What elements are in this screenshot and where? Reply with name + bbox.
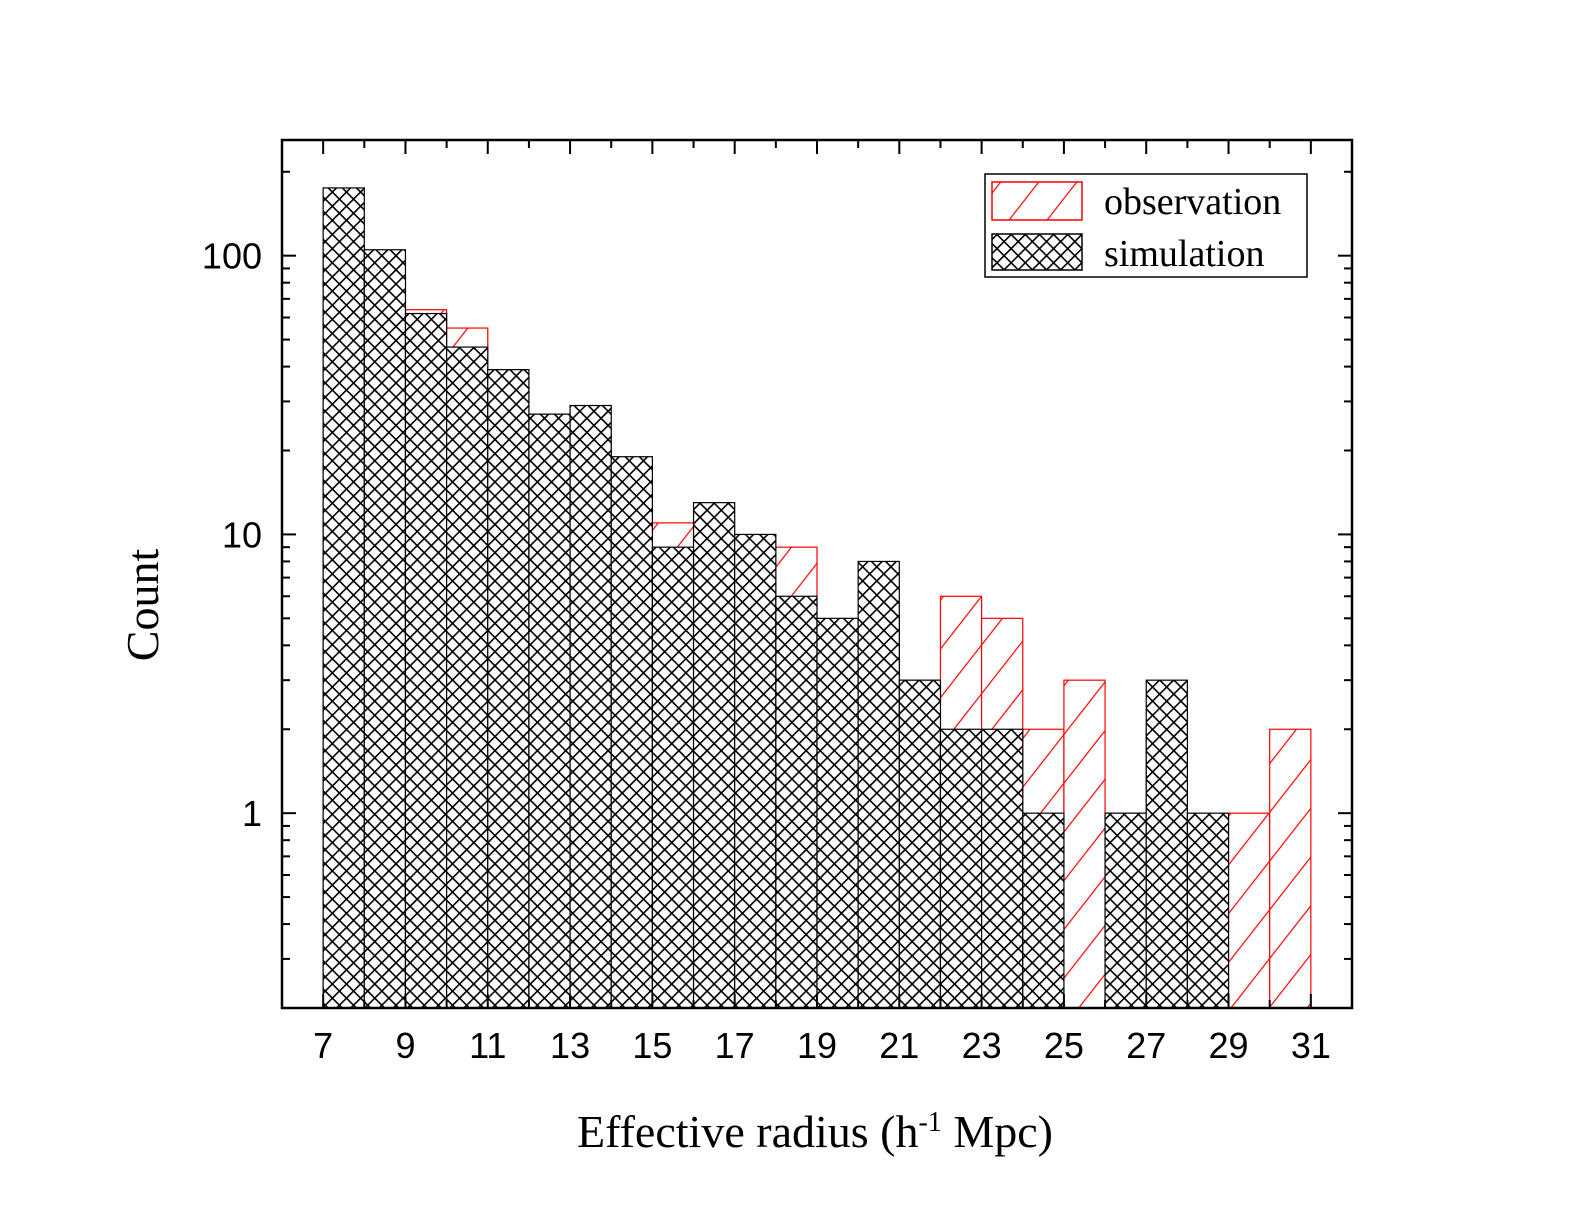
simulation-bar	[939, 728, 983, 1008]
x-tick-label: 23	[962, 1025, 1002, 1066]
simulation-bar	[487, 369, 530, 1008]
y-tick-label: 1	[242, 793, 262, 834]
simulation-bar	[1022, 812, 1065, 1008]
simulation-bar	[734, 533, 777, 1008]
legend: observation simulation	[984, 173, 1308, 278]
simulation-bar	[857, 560, 900, 1008]
x-tick-label: 27	[1126, 1025, 1166, 1066]
simulation-bar	[816, 617, 859, 1008]
simulation-bar	[446, 346, 489, 1008]
simulation-bar	[692, 502, 736, 1008]
x-tick-label: 7	[313, 1025, 333, 1066]
simulation-bar	[363, 249, 407, 1008]
x-tick-label: 15	[632, 1025, 672, 1066]
x-tick-labels: 7 9 11 13 15 17 19 21 23 25 27 29 31	[313, 1025, 1331, 1066]
legend-label-simulation: simulation	[1104, 233, 1264, 275]
simulation-bar	[569, 404, 612, 1008]
simulation-bar	[610, 456, 653, 1008]
observation-bar	[1227, 812, 1271, 1008]
legend-swatch-simulation	[991, 233, 1083, 271]
x-tick-label: 11	[469, 1025, 506, 1066]
x-tick-label: 25	[1044, 1025, 1084, 1066]
y-tick-labels: 1 10 100	[202, 236, 262, 834]
observation-bar	[1269, 728, 1312, 1008]
simulation-bar	[898, 679, 942, 1008]
y-tick-label: 100	[202, 236, 262, 277]
observation-bar	[1063, 679, 1106, 1008]
simulation-bar	[651, 546, 695, 1008]
x-axis-title: Effective radius (h-1 Mpc)	[577, 1106, 1053, 1157]
legend-label-observation: observation	[1104, 181, 1281, 223]
simulation-bar	[528, 413, 571, 1008]
simulation-bar	[981, 728, 1024, 1008]
simulation-bar	[322, 187, 365, 1008]
simulation-bar	[404, 312, 448, 1008]
x-tick-label: 31	[1291, 1025, 1331, 1066]
simulation-bar	[1104, 812, 1147, 1008]
legend-swatch-observation	[991, 181, 1083, 221]
x-tick-label: 9	[395, 1025, 415, 1066]
simulation-bar	[775, 595, 818, 1008]
x-tick-label: 21	[879, 1025, 919, 1066]
simulation-bar	[1145, 679, 1188, 1008]
simulation-bar	[1186, 812, 1230, 1008]
simulation-bars	[322, 187, 1230, 1008]
axis-ticks	[281, 140, 1353, 1009]
y-tick-label: 10	[222, 514, 262, 555]
x-tick-label: 17	[715, 1025, 755, 1066]
y-axis-title: Count	[117, 549, 168, 662]
x-tick-label: 29	[1209, 1025, 1249, 1066]
x-tick-label: 19	[797, 1025, 837, 1066]
x-tick-label: 13	[550, 1025, 590, 1066]
